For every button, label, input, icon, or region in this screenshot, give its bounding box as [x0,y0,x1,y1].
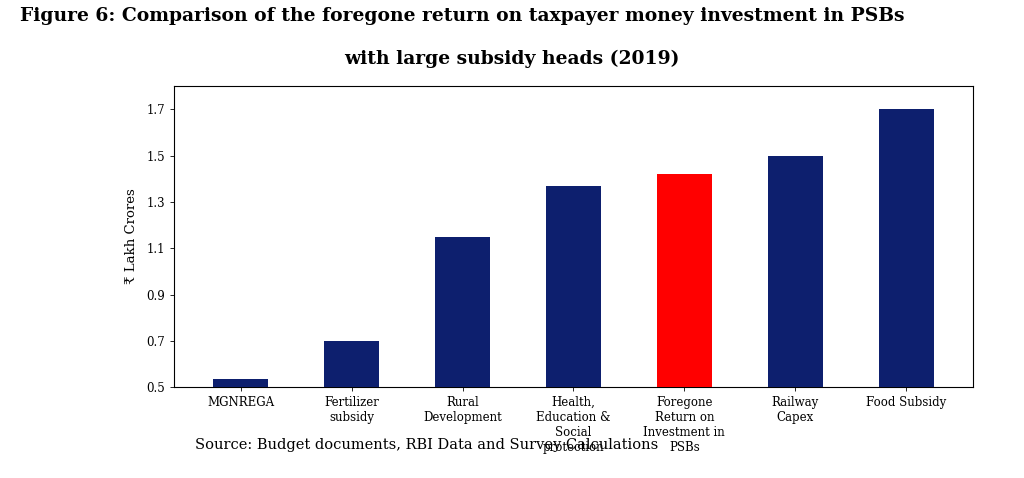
Bar [546,185,601,478]
Y-axis label: ₹ Lakh Crores: ₹ Lakh Crores [125,189,138,284]
Bar [435,237,490,478]
Text: Figure 6: Comparison of the foregone return on taxpayer money investment in PSBs: Figure 6: Comparison of the foregone ret… [20,7,905,25]
Bar [768,155,823,478]
Bar [656,174,712,478]
Bar [879,109,934,478]
Text: with large subsidy heads (2019): with large subsidy heads (2019) [344,50,680,68]
Bar [213,379,268,478]
Bar [324,341,379,478]
Text: Source: Budget documents, RBI Data and Survey Calculations: Source: Budget documents, RBI Data and S… [195,438,657,452]
